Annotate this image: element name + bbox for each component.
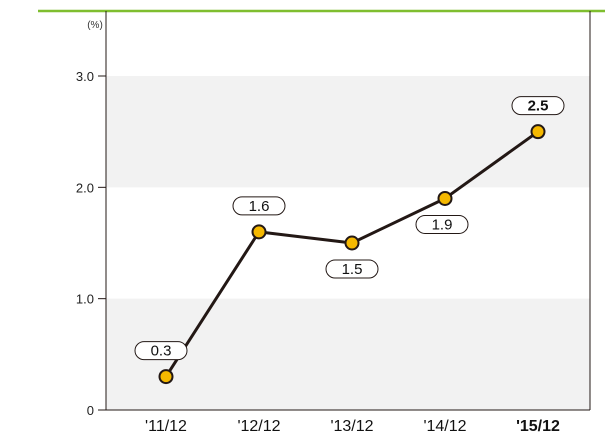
y-tick-label: 1.0	[76, 292, 94, 307]
y-tick-label: 0	[87, 403, 94, 418]
data-label-text: 1.5	[342, 261, 363, 278]
x-tick-label: '11/12	[145, 418, 187, 435]
y-axis-unit-label: (%)	[87, 20, 103, 31]
data-label-box	[232, 196, 286, 216]
y-tick-label: 3.0	[76, 69, 94, 84]
data-label-box	[134, 341, 188, 361]
data-label-box	[415, 214, 469, 234]
data-label-text: 1.6	[249, 198, 270, 215]
data-point-marker	[344, 235, 360, 251]
x-tick-label: '13/12	[330, 418, 373, 435]
grid-bands	[106, 76, 590, 410]
x-tick-label: '14/12	[423, 418, 466, 435]
data-label: 0.3	[134, 341, 188, 361]
data-label-text: 2.5	[528, 98, 549, 115]
data-label-text: 1.9	[432, 216, 453, 233]
data-label: 1.9	[415, 214, 469, 234]
data-label-box	[511, 96, 565, 116]
data-point-marker	[251, 224, 267, 240]
data-label: 1.6	[232, 196, 286, 216]
plot-frame	[105, 11, 591, 411]
data-point-marker	[437, 190, 453, 206]
x-tick-label: '12/12	[237, 418, 280, 435]
data-label: 1.5	[325, 259, 379, 279]
data-label: 2.5	[511, 96, 565, 116]
data-point-marker	[158, 369, 174, 385]
grid-band	[106, 76, 590, 188]
y-tick-label: 2.0	[76, 180, 94, 195]
data-point-marker	[530, 124, 546, 140]
x-tick-label: '15/12	[516, 418, 560, 435]
data-points	[158, 124, 546, 385]
x-axis-labels: '11/12 '12/12 '13/12 '14/12 '15/12	[145, 418, 560, 435]
data-label-text: 0.3	[151, 343, 172, 360]
data-label-box	[325, 259, 379, 279]
data-labels: 0.3 1.6 1.5 1.9 2.5	[134, 96, 565, 361]
y-axis-ticks: 0 1.0 2.0 3.0	[76, 69, 106, 418]
